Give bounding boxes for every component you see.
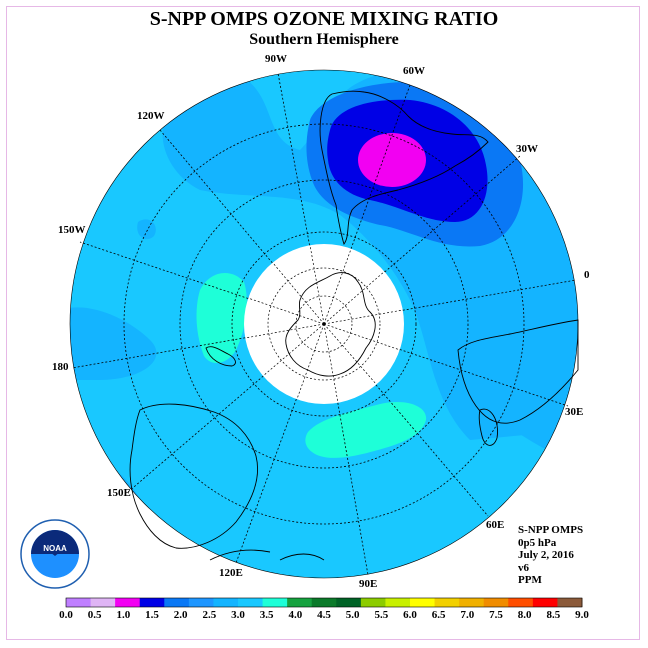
lon-label-150e: 150E xyxy=(107,487,131,499)
colorbar xyxy=(65,597,583,608)
colorbar-ticks: 0.0 0.5 1.0 1.5 2.0 2.5 3.0 3.5 4.0 4.5 5.0 5.5 6.0 6… xyxy=(59,609,589,621)
colorbar-tick-label: 7.0 xyxy=(460,609,474,621)
info-instrument: S-NPP OMPS xyxy=(518,524,584,536)
colorbar-tick-label: 4.0 xyxy=(288,609,302,621)
lon-label-60w: 60W xyxy=(403,65,425,77)
colorbar-tick-label: 3.0 xyxy=(231,609,245,621)
colorbar-swatch xyxy=(287,598,313,607)
product-info: S-NPP OMPS 0p5 hPa July 2, 2016 v6 PPM xyxy=(518,524,583,587)
colorbar-tick-label: 0.5 xyxy=(88,609,102,621)
lon-label-30w: 30W xyxy=(516,143,538,155)
map-title: S-NPP OMPS OZONE MIXING RATIO xyxy=(149,8,499,30)
noaa-logo-text: NOAA xyxy=(43,544,67,553)
colorbar-tick-label: 5.0 xyxy=(346,609,360,621)
colorbar-tick-label: 2.0 xyxy=(174,609,188,621)
colorbar-swatch xyxy=(336,598,362,607)
colorbar-swatch xyxy=(115,598,141,607)
colorbar-tick-label: 3.5 xyxy=(260,609,274,621)
contour-band-3.5-4-west xyxy=(196,272,247,364)
colorbar-swatch xyxy=(90,598,116,607)
colorbar-swatch xyxy=(459,598,485,607)
map-boundary xyxy=(69,69,579,579)
info-version: v6 xyxy=(518,561,529,574)
noaa-logo: NOAA xyxy=(20,519,90,589)
colorbar-swatch xyxy=(188,598,214,607)
madagascar-coast xyxy=(478,408,498,446)
colorbar-swatch xyxy=(360,598,386,607)
australia-coast xyxy=(129,403,258,549)
colorbar-swatch xyxy=(410,598,436,607)
colorbar-tick-label: 1.0 xyxy=(116,609,130,621)
colorbar-swatch xyxy=(213,598,239,607)
map-frame xyxy=(6,6,640,640)
map-subtitle: Southern Hemisphere xyxy=(249,31,399,48)
lon-label-120e: 120E xyxy=(219,567,243,579)
colorbar-swatch xyxy=(66,598,92,607)
colorbar-swatch xyxy=(508,598,534,607)
coastlines xyxy=(129,90,579,561)
polar-grid-inner xyxy=(244,244,404,404)
lon-label-150w: 150W xyxy=(58,224,86,236)
colorbar-tick-label: 6.5 xyxy=(432,609,446,621)
contour-band-left xyxy=(70,307,157,380)
colorbar-tick-label: 7.5 xyxy=(489,609,503,621)
contour-blob-small xyxy=(137,219,156,240)
colorbar-outline xyxy=(65,597,583,608)
new-zealand-coast xyxy=(205,346,236,367)
info-level: 0p5 hPa xyxy=(518,536,557,549)
lon-label-90e: 90E xyxy=(359,578,377,590)
colorbar-tick-label: 1.5 xyxy=(145,609,159,621)
colorbar-swatch xyxy=(385,598,411,607)
africa-coast xyxy=(457,319,579,424)
colorbar-swatch xyxy=(238,598,264,607)
colorbar-tick-label: 4.5 xyxy=(317,609,331,621)
colorbar-swatch xyxy=(139,598,165,607)
lon-label-120w: 120W xyxy=(137,110,165,122)
south-pole-dot xyxy=(322,322,326,326)
colorbar-tick-label: 6.0 xyxy=(403,609,417,621)
indonesia-coast xyxy=(209,549,325,561)
contour-core-1-1.5 xyxy=(358,133,426,187)
lon-label-180: 180 xyxy=(52,361,69,373)
colorbar-tick-label: 0.0 xyxy=(59,609,73,621)
colorbar-swatch xyxy=(532,598,558,607)
lon-label-30e: 30E xyxy=(565,406,583,418)
meridian-grid xyxy=(71,72,577,576)
colorbar-swatch xyxy=(262,598,288,607)
lon-label-90w: 90W xyxy=(265,53,287,65)
info-units: PPM xyxy=(518,574,542,586)
colorbar-tick-label: 8.0 xyxy=(518,609,532,621)
lon-label-60e: 60E xyxy=(486,519,504,531)
info-date: July 2, 2016 xyxy=(518,549,574,561)
lon-label-0: 0 xyxy=(584,269,590,281)
colorbar-tick-label: 9.0 xyxy=(575,609,589,621)
colorbar-swatch xyxy=(483,598,509,607)
colorbar-tick-label: 2.5 xyxy=(202,609,216,621)
colorbar-swatch xyxy=(311,598,337,607)
colorbar-swatch xyxy=(557,598,583,607)
contour-band-east xyxy=(436,307,578,470)
colorbar-swatch xyxy=(164,598,190,607)
contour-band-3.5-4-east xyxy=(305,401,427,458)
colorbar-swatch xyxy=(434,598,460,607)
colorbar-tick-label: 5.5 xyxy=(374,609,388,621)
colorbar-tick-label: 8.5 xyxy=(546,609,560,621)
antarctica-coast xyxy=(285,272,376,377)
south-america-coast xyxy=(319,90,489,245)
